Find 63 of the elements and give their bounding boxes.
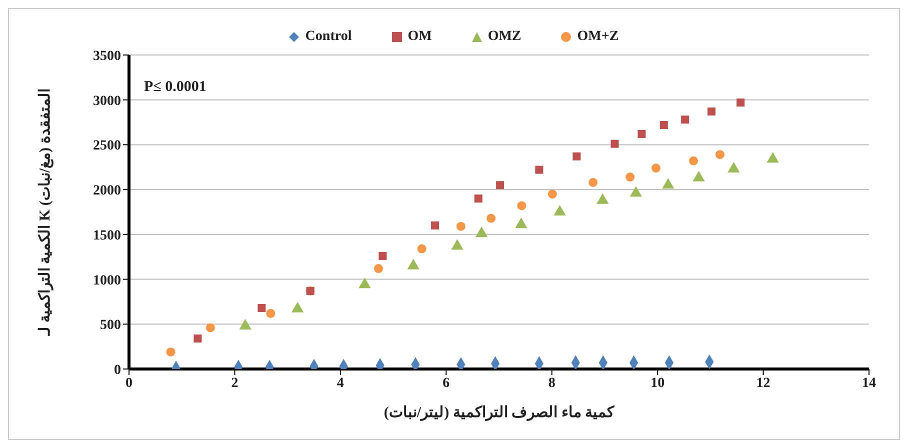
point	[475, 226, 488, 238]
y-axis-title: الكمية التراكمية لـ K المتفقدة (مغ/نبات)	[37, 88, 54, 336]
point	[715, 150, 724, 160]
legend-label: OM+Z	[576, 29, 619, 45]
point	[660, 120, 668, 129]
point	[681, 116, 690, 124]
point	[707, 108, 716, 116]
y-tick-label: 500	[100, 318, 121, 334]
point	[596, 193, 609, 204]
point	[486, 214, 496, 223]
y-tick-label: 2500	[93, 138, 121, 154]
x-tick-label: 2	[231, 376, 238, 391]
point	[194, 334, 202, 342]
point	[431, 221, 440, 230]
point	[378, 252, 387, 260]
point	[239, 318, 252, 330]
y-tick-label: 2000	[93, 184, 121, 199]
y-tick-label: 0	[114, 362, 121, 378]
point	[358, 278, 371, 288]
point	[496, 181, 504, 190]
point	[572, 152, 581, 160]
legend-label: Control	[304, 29, 352, 45]
point	[456, 222, 466, 231]
point	[266, 308, 276, 318]
x-tick-label: 12	[756, 376, 770, 391]
legend-label: OMZ	[486, 29, 522, 45]
point	[407, 258, 420, 270]
y-tick-label: 3000	[93, 94, 121, 109]
point	[630, 186, 642, 197]
point	[610, 140, 619, 148]
y-tick-label: 3500	[93, 48, 121, 64]
point	[554, 204, 566, 216]
x-tick-label: 8	[548, 376, 556, 391]
x-tick-label: 0	[126, 376, 132, 391]
point	[736, 98, 745, 107]
point	[474, 194, 482, 203]
x-tick-label: 4	[336, 376, 344, 391]
point	[638, 130, 646, 138]
y-tick-label: 1500	[93, 228, 121, 244]
x-tick-label: 14	[862, 376, 876, 391]
point	[517, 201, 526, 210]
point	[292, 302, 304, 312]
point	[662, 178, 674, 189]
legend-label: OM	[406, 29, 432, 45]
point	[535, 166, 544, 174]
point	[626, 172, 635, 182]
point	[651, 164, 660, 173]
point	[166, 347, 176, 356]
point	[206, 323, 215, 332]
point	[689, 156, 698, 166]
point	[417, 244, 426, 254]
x-axis-title: كمية ماء الصرف التراكمية (ليتر/نبات)	[384, 405, 616, 421]
point	[374, 264, 383, 274]
point	[258, 304, 266, 312]
point	[548, 190, 557, 199]
point	[515, 218, 528, 228]
point	[766, 152, 779, 163]
x-tick-label: 6	[442, 376, 450, 391]
x-tick-label: 10	[650, 376, 665, 391]
annotation: P≤ 0.0001	[144, 79, 206, 96]
point	[588, 178, 598, 187]
y-tick-label: 1000	[93, 273, 121, 288]
point	[451, 239, 464, 250]
